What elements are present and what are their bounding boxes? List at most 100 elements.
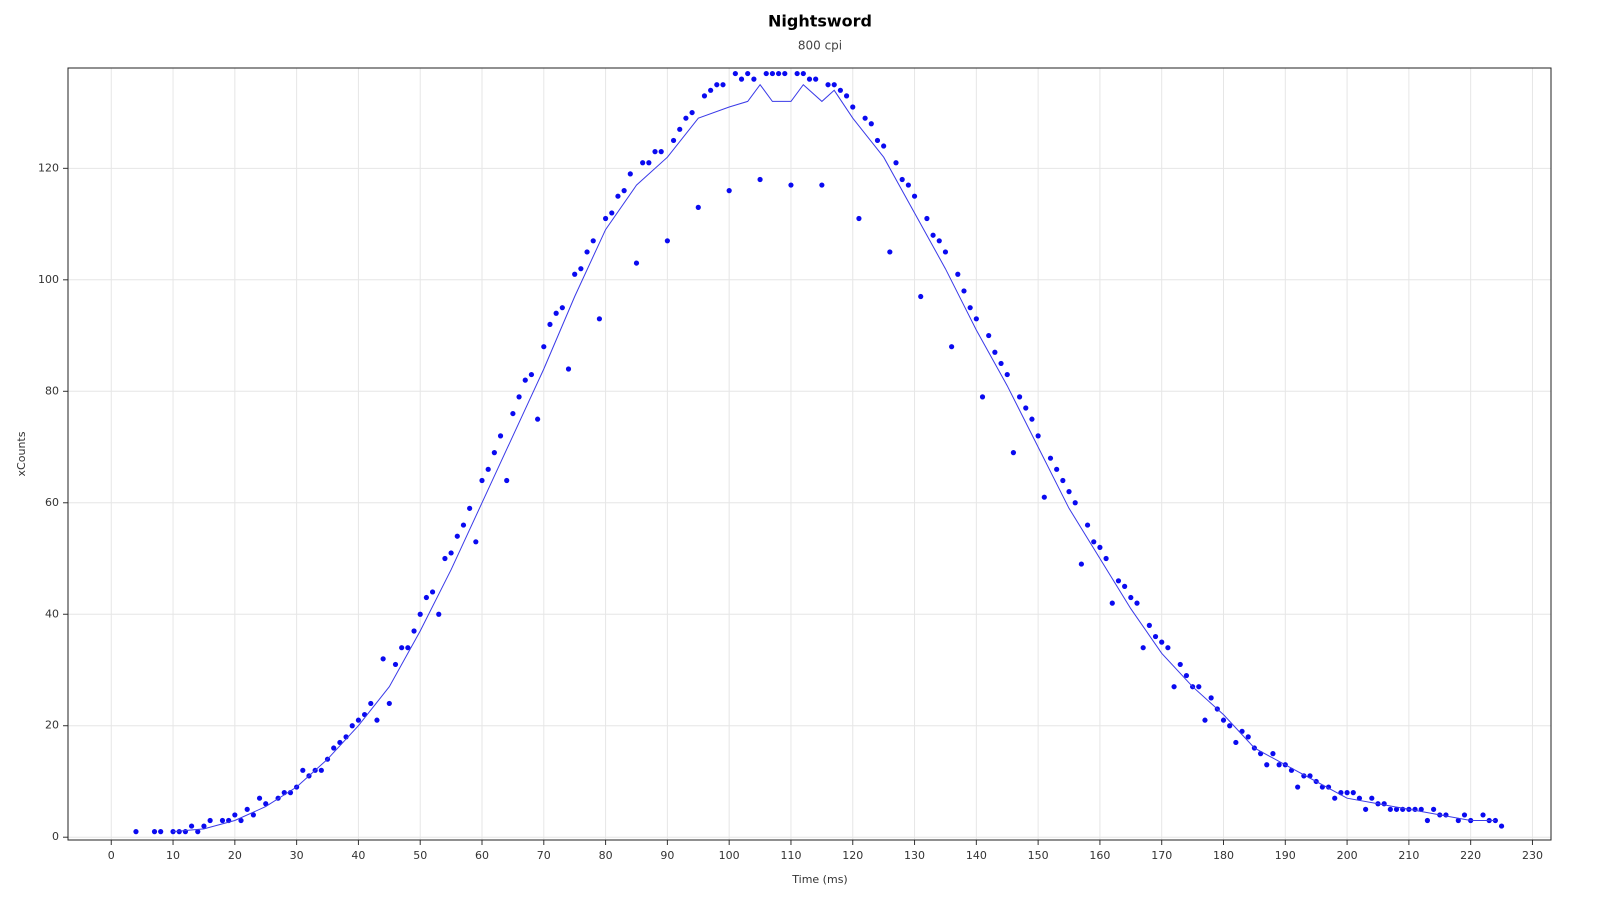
data-point bbox=[924, 215, 930, 222]
data-point bbox=[1233, 739, 1239, 746]
data-point bbox=[244, 806, 250, 812]
x-tick-label: 50 bbox=[413, 849, 427, 862]
data-point bbox=[868, 121, 874, 127]
data-point bbox=[479, 477, 485, 484]
data-point bbox=[362, 711, 368, 718]
smoothed-line bbox=[172, 83, 1496, 833]
data-point bbox=[757, 176, 763, 183]
data-point bbox=[979, 394, 986, 400]
x-tick-label: 130 bbox=[904, 849, 925, 862]
data-point bbox=[1171, 684, 1177, 690]
data-point bbox=[893, 160, 899, 166]
data-point bbox=[429, 589, 436, 595]
data-point bbox=[837, 87, 843, 93]
y-tick-label: 20 bbox=[45, 719, 59, 732]
data-point bbox=[936, 238, 942, 244]
data-point bbox=[621, 188, 627, 194]
data-point bbox=[405, 645, 411, 651]
data-point bbox=[1035, 433, 1041, 439]
data-point bbox=[1134, 600, 1140, 606]
data-point bbox=[547, 321, 553, 328]
data-point bbox=[640, 160, 646, 166]
data-point bbox=[609, 210, 615, 216]
x-tick-label: 120 bbox=[842, 849, 863, 862]
data-point bbox=[776, 70, 782, 77]
data-point bbox=[973, 316, 979, 322]
y-axis-label: xCounts bbox=[15, 431, 28, 476]
x-tick-label: 0 bbox=[108, 849, 115, 862]
data-point bbox=[1097, 544, 1103, 550]
data-point bbox=[133, 829, 139, 835]
data-point bbox=[1078, 561, 1084, 567]
data-point bbox=[850, 104, 856, 110]
x-tick-label: 60 bbox=[475, 849, 489, 862]
data-point bbox=[1072, 500, 1078, 506]
data-point bbox=[942, 249, 949, 255]
data-point bbox=[510, 410, 516, 417]
data-point bbox=[423, 594, 429, 601]
data-point bbox=[158, 829, 164, 835]
data-point bbox=[1264, 762, 1270, 768]
data-point bbox=[1066, 489, 1072, 495]
x-tick-label: 90 bbox=[660, 849, 674, 862]
x-tick-label: 30 bbox=[290, 849, 304, 862]
data-point bbox=[881, 143, 887, 149]
data-point bbox=[831, 82, 837, 88]
data-point bbox=[188, 823, 195, 829]
x-tick-label: 180 bbox=[1213, 849, 1234, 862]
data-point bbox=[992, 349, 998, 355]
data-point bbox=[738, 76, 745, 82]
data-point bbox=[263, 801, 269, 807]
data-point bbox=[602, 215, 609, 222]
data-point bbox=[998, 360, 1004, 367]
data-point bbox=[572, 271, 578, 277]
data-point bbox=[1146, 622, 1152, 629]
data-point bbox=[1122, 583, 1128, 589]
data-point bbox=[1128, 594, 1134, 601]
data-point bbox=[578, 266, 584, 272]
x-tick-label: 200 bbox=[1337, 849, 1358, 862]
data-point bbox=[862, 115, 868, 121]
data-point bbox=[967, 305, 973, 311]
data-point bbox=[1177, 661, 1183, 668]
data-point bbox=[151, 829, 158, 835]
data-point bbox=[1424, 817, 1431, 824]
data-point bbox=[1084, 522, 1091, 528]
data-point bbox=[1270, 751, 1276, 757]
x-tick-label: 230 bbox=[1522, 849, 1543, 862]
data-point bbox=[930, 232, 936, 238]
x-tick-label: 70 bbox=[537, 849, 551, 862]
data-point bbox=[1047, 455, 1054, 461]
data-point bbox=[1109, 600, 1115, 606]
data-point bbox=[1140, 645, 1146, 651]
x-tick-label: 220 bbox=[1460, 849, 1481, 862]
data-point bbox=[714, 82, 720, 88]
data-point bbox=[1227, 723, 1233, 729]
data-point bbox=[1393, 806, 1400, 812]
data-point bbox=[201, 823, 207, 829]
data-point bbox=[504, 477, 510, 484]
data-point bbox=[986, 332, 992, 339]
data-point bbox=[1295, 784, 1301, 790]
data-point bbox=[683, 115, 689, 121]
data-point bbox=[732, 70, 738, 77]
data-point bbox=[436, 611, 442, 617]
x-tick-label: 140 bbox=[966, 849, 987, 862]
data-point bbox=[794, 70, 800, 77]
y-tick-label: 80 bbox=[45, 384, 59, 397]
data-point bbox=[806, 76, 813, 82]
data-point bbox=[905, 182, 911, 188]
data-point bbox=[887, 249, 893, 255]
data-point bbox=[677, 126, 683, 132]
data-point bbox=[522, 377, 528, 383]
data-point bbox=[813, 76, 819, 82]
data-point bbox=[949, 344, 955, 350]
data-point bbox=[843, 93, 850, 99]
data-point bbox=[615, 193, 621, 199]
data-point bbox=[528, 371, 535, 378]
data-point bbox=[652, 149, 658, 155]
data-point bbox=[670, 137, 677, 144]
data-point bbox=[1344, 790, 1350, 796]
data-point bbox=[553, 310, 559, 316]
data-point bbox=[1202, 717, 1208, 723]
